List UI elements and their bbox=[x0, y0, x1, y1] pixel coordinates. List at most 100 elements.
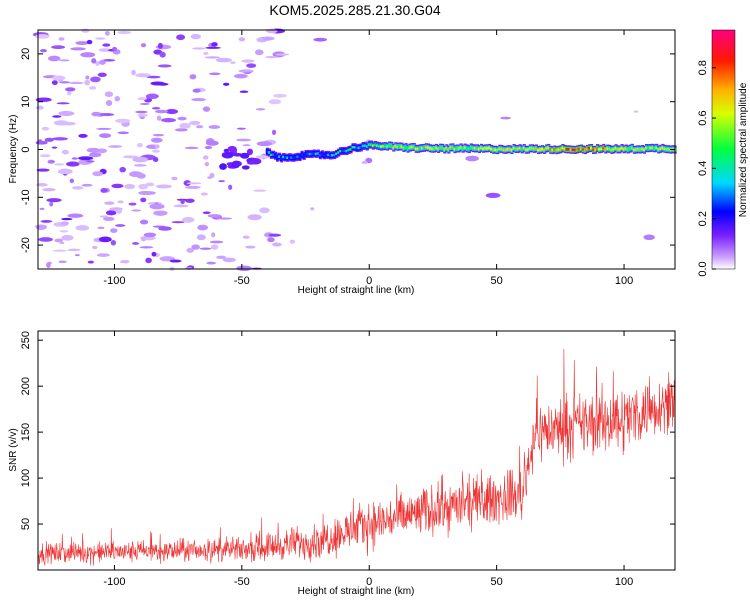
noise-blob bbox=[202, 106, 211, 112]
ridge-cell bbox=[500, 147, 504, 151]
ridge-cell bbox=[426, 146, 431, 149]
noise-blob bbox=[236, 127, 246, 130]
noise-blob bbox=[185, 198, 195, 203]
noise-blob bbox=[38, 237, 53, 242]
ridge-cell bbox=[518, 146, 522, 150]
noise-blob bbox=[189, 74, 197, 80]
ridge-cell bbox=[316, 152, 320, 155]
noise-blob bbox=[157, 42, 163, 49]
noise-blob bbox=[114, 96, 121, 102]
noise-blob bbox=[46, 262, 51, 269]
ridge-cell bbox=[453, 147, 457, 151]
noise-blob bbox=[186, 182, 202, 185]
y-tick-label: 250 bbox=[20, 331, 32, 349]
noise-blob bbox=[242, 235, 250, 239]
ridge-cell bbox=[359, 146, 363, 149]
ridge-cell bbox=[508, 147, 512, 151]
noise-blob bbox=[40, 219, 53, 223]
noise-blob bbox=[135, 73, 151, 78]
noise-blob bbox=[259, 207, 270, 214]
snr-x-label: Height of straight line (km) bbox=[298, 586, 415, 597]
x-tick-label: -50 bbox=[234, 576, 250, 588]
ridge-cell bbox=[475, 146, 479, 150]
noise-blob bbox=[89, 86, 97, 90]
noise-blob bbox=[191, 244, 200, 250]
ridge-cell bbox=[541, 147, 545, 151]
noise-blob bbox=[633, 110, 639, 113]
noise-blob bbox=[58, 260, 67, 264]
ridge-cell bbox=[663, 147, 667, 151]
ridge-cell bbox=[388, 144, 392, 147]
noise-blob bbox=[255, 155, 270, 159]
noise-blob bbox=[99, 133, 112, 138]
ridge-cell bbox=[451, 146, 455, 149]
ridge-cell bbox=[524, 148, 528, 152]
noise-blob bbox=[97, 72, 107, 77]
noise-blob bbox=[154, 144, 160, 149]
noise-blob bbox=[140, 43, 147, 48]
noise-blob bbox=[204, 145, 213, 150]
noise-blob bbox=[159, 256, 175, 262]
noise-blob bbox=[59, 59, 70, 62]
ridge-cell bbox=[363, 144, 367, 148]
ridge-cell bbox=[331, 153, 335, 157]
noise-blob bbox=[58, 110, 75, 117]
ridge-cell bbox=[355, 146, 359, 150]
noise-blob bbox=[158, 226, 172, 231]
noise-blob bbox=[146, 75, 161, 79]
ridge-cell bbox=[594, 148, 598, 152]
noise-blob bbox=[59, 230, 69, 233]
noise-blob bbox=[81, 28, 90, 33]
ridge-cell bbox=[343, 149, 347, 153]
ridge-cell bbox=[294, 155, 298, 159]
ridge-cell bbox=[492, 148, 496, 152]
ridge-cell bbox=[473, 147, 477, 150]
noise-blob bbox=[222, 257, 236, 263]
noise-blob bbox=[52, 249, 68, 252]
ridge-cell bbox=[392, 146, 396, 149]
noise-blob bbox=[37, 139, 43, 144]
noise-blob bbox=[210, 244, 219, 250]
ridge-cell bbox=[549, 148, 553, 152]
ridge-cell bbox=[347, 148, 351, 152]
ridge-cell bbox=[428, 146, 433, 150]
noise-blob bbox=[145, 182, 155, 187]
ridge-cell bbox=[532, 147, 537, 151]
noise-blob bbox=[156, 115, 162, 121]
ridge-cell bbox=[528, 147, 532, 150]
x-tick-label: 50 bbox=[491, 275, 503, 287]
noise-blob bbox=[54, 238, 64, 243]
noise-blob bbox=[221, 151, 234, 159]
ridge-cell bbox=[306, 152, 310, 156]
ridge-cell bbox=[628, 147, 632, 150]
noise-blob bbox=[173, 204, 189, 208]
noise-blob bbox=[105, 210, 117, 216]
noise-blob bbox=[137, 113, 148, 117]
noise-blob bbox=[44, 137, 55, 142]
ridge-cell bbox=[583, 148, 588, 152]
noise-blob bbox=[119, 166, 127, 173]
noise-blob bbox=[92, 171, 103, 177]
noise-blob bbox=[137, 97, 148, 101]
ridge-cell bbox=[557, 148, 561, 152]
spectrogram-y-ticks: -20 -10 0 10 20 bbox=[20, 48, 675, 253]
noise-blob bbox=[68, 81, 84, 85]
noise-blob bbox=[216, 217, 233, 220]
spectrogram-noise bbox=[32, 28, 655, 272]
noise-blob bbox=[35, 34, 50, 39]
ridge-cell bbox=[494, 148, 498, 152]
noise-blob bbox=[66, 161, 80, 167]
ridge-cell bbox=[386, 145, 390, 148]
ridge-cell bbox=[530, 146, 535, 150]
noise-blob bbox=[180, 199, 185, 204]
ridge-cell bbox=[612, 148, 616, 151]
ridge-cell bbox=[288, 155, 292, 159]
ridge-cell bbox=[351, 145, 355, 149]
ridge-cell bbox=[567, 148, 571, 151]
noise-blob bbox=[95, 37, 106, 40]
ridge-cell bbox=[278, 155, 282, 158]
colorbar-tick-label: 0.6 bbox=[697, 110, 709, 125]
ridge-cell bbox=[653, 147, 657, 150]
colorbar-tick-label: 0.4 bbox=[697, 161, 709, 176]
